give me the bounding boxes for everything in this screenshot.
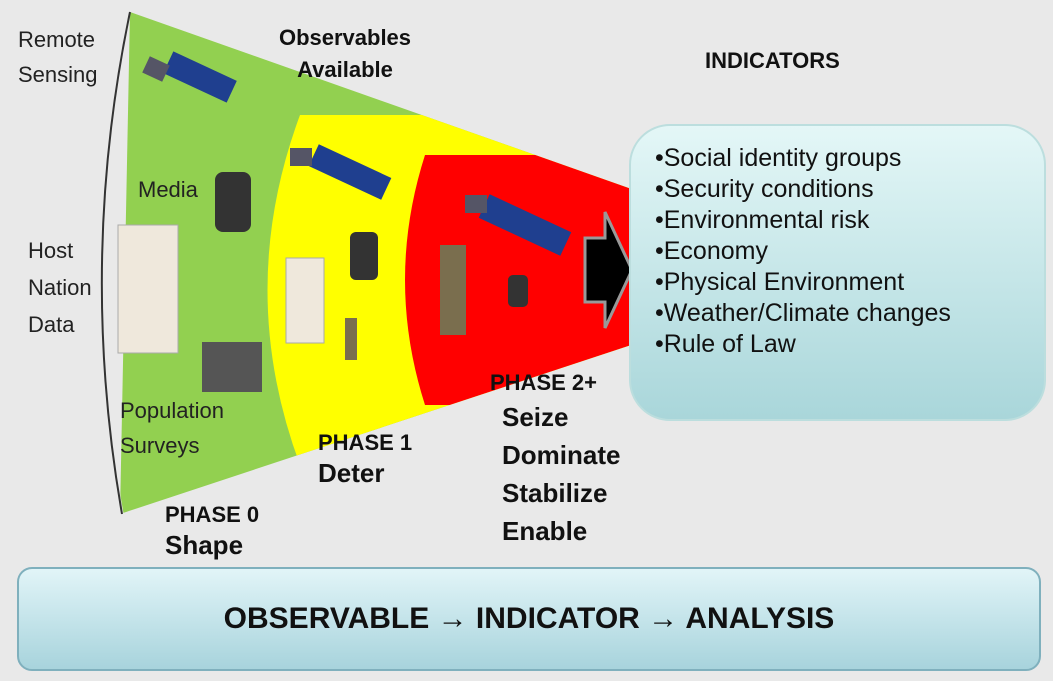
indicator-item: •Economy xyxy=(655,237,768,265)
indicator-item: •Environmental risk xyxy=(655,206,870,234)
phase-action: Deter xyxy=(318,458,385,488)
survey-icon xyxy=(202,342,262,392)
phase: PHASE 0 Shape xyxy=(165,500,259,560)
phase-action: Dominate xyxy=(502,440,621,470)
source-label: Media xyxy=(138,177,198,202)
satellite xyxy=(142,51,237,103)
footer-text: OBSERVABLE → INDICATOR → ANALYSIS xyxy=(223,602,835,635)
indicator-item: •Security conditions xyxy=(655,175,874,203)
observables-title: Observables Available xyxy=(278,25,412,82)
phase-action: Seize xyxy=(502,402,569,432)
soldier-icon xyxy=(440,245,466,335)
phase-action: Enable xyxy=(502,516,588,546)
indicator-item: •Rule of Law xyxy=(655,330,796,358)
indicators-box xyxy=(629,124,1046,421)
footer-box xyxy=(17,567,1041,671)
documents-icon xyxy=(285,257,325,344)
indicator-item: •Weather/Climate changes xyxy=(655,299,951,327)
source-label: Host Nation Data xyxy=(28,238,92,337)
phase-actions: Seize Dominate Stabilize Enable xyxy=(502,398,620,550)
phase2-region xyxy=(405,155,640,405)
phone-icon xyxy=(350,232,378,280)
satellite xyxy=(290,144,392,200)
documents-icon xyxy=(117,224,179,354)
indicator-item: •Physical Environment xyxy=(655,268,905,296)
funnel-edge xyxy=(100,11,131,515)
phase: PHASE 1 Deter xyxy=(318,428,412,488)
phone-icon xyxy=(215,172,251,232)
satellite xyxy=(465,194,572,256)
arrow xyxy=(583,211,634,329)
soldier-icon xyxy=(345,318,357,360)
phase-label: PHASE 0 xyxy=(165,502,260,527)
phase-action: Stabilize xyxy=(502,478,608,508)
phase-label: PHASE 2+ xyxy=(490,370,597,395)
phase: PHASE 2+ Seize Dominate Stabilize Enable xyxy=(490,368,620,550)
phone-icon xyxy=(508,275,528,307)
indicator-item: •Social identity groups xyxy=(655,144,902,172)
source-label: Population Surveys xyxy=(120,398,224,458)
indicators-title: INDICATORS xyxy=(705,48,840,73)
indicator-list: •Social identity groups •Security conditi… xyxy=(655,143,995,360)
phase-label: PHASE 1 xyxy=(318,430,413,455)
phase-action: Shape xyxy=(165,530,244,560)
source-label: Remote Sensing xyxy=(18,27,98,87)
